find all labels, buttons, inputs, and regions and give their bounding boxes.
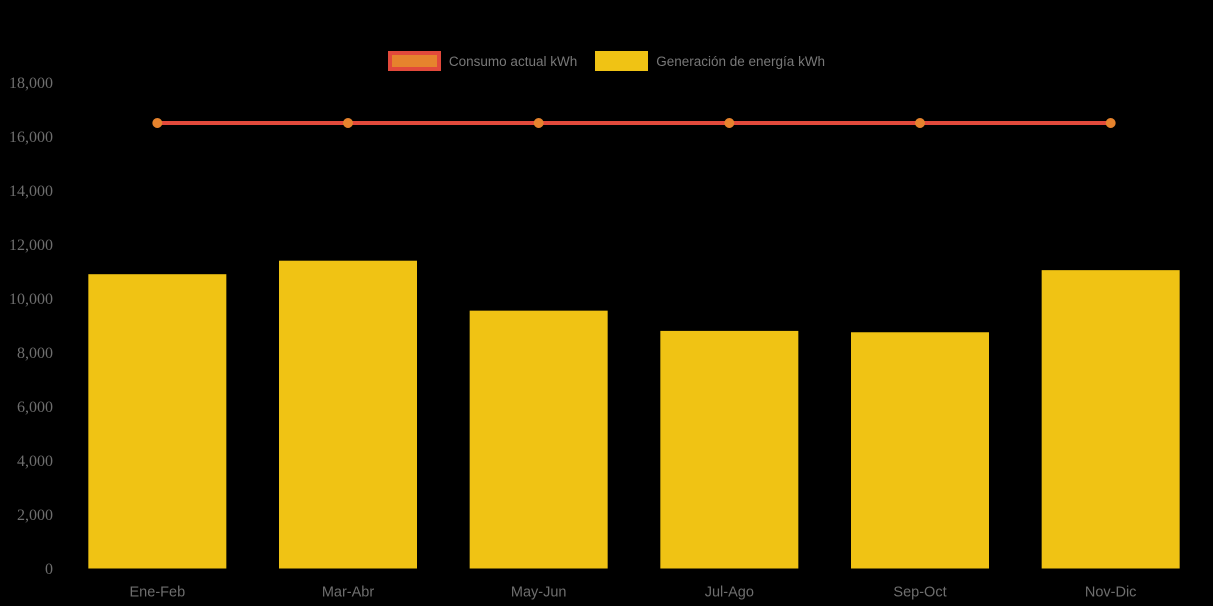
- y-axis-tick-label: 0: [45, 561, 53, 578]
- legend-item-consumo: Consumo actual kWh: [387, 51, 578, 71]
- line-marker-icon: [915, 118, 925, 128]
- x-axis-category-label: Nov-Dic: [1085, 585, 1137, 601]
- y-axis-tick-label: 10,000: [9, 291, 53, 308]
- legend: Consumo actual kWh Generación de energía…: [0, 51, 1213, 71]
- line-marker-icon: [724, 118, 735, 128]
- x-axis-category-label: May-Jun: [511, 585, 567, 601]
- bar-ene-feb: [88, 274, 227, 569]
- line-marker-icon: [152, 118, 163, 128]
- x-axis-category-label: Mar-Abr: [322, 585, 375, 601]
- legend-swatch-generacion-icon: [595, 51, 649, 71]
- y-axis-tick-label: 4,000: [17, 453, 53, 470]
- legend-item-generacion: Generación de energía kWh: [595, 51, 825, 71]
- y-axis-tick-label: 2,000: [17, 507, 53, 524]
- x-axis-category-label: Sep-Oct: [893, 585, 946, 601]
- bar-jul-ago: [660, 330, 799, 569]
- y-axis-tick-label: 14,000: [9, 183, 53, 200]
- line-marker-icon: [1105, 118, 1116, 128]
- y-axis-tick-label: 6,000: [17, 399, 53, 416]
- bar-sep-oct: [851, 332, 989, 569]
- bar-may-jun: [469, 310, 608, 569]
- y-axis-tick-label: 18,000: [9, 75, 53, 92]
- legend-label-consumo: Consumo actual kWh: [448, 53, 578, 69]
- x-axis-category-label: Jul-Ago: [705, 585, 754, 601]
- line-marker-icon: [533, 118, 544, 128]
- legend-swatch-consumo-icon: [387, 51, 441, 71]
- y-axis-tick-label: 16,000: [9, 129, 53, 146]
- bar-mar-abr: [279, 260, 417, 569]
- y-axis-tick-label: 12,000: [9, 237, 53, 254]
- legend-label-generacion: Generación de energía kWh: [656, 53, 826, 69]
- bar-nov-dic: [1041, 270, 1180, 569]
- x-axis-category-label: Ene-Feb: [130, 585, 186, 601]
- line-marker-icon: [343, 118, 353, 128]
- y-axis-tick-label: 8,000: [17, 345, 53, 362]
